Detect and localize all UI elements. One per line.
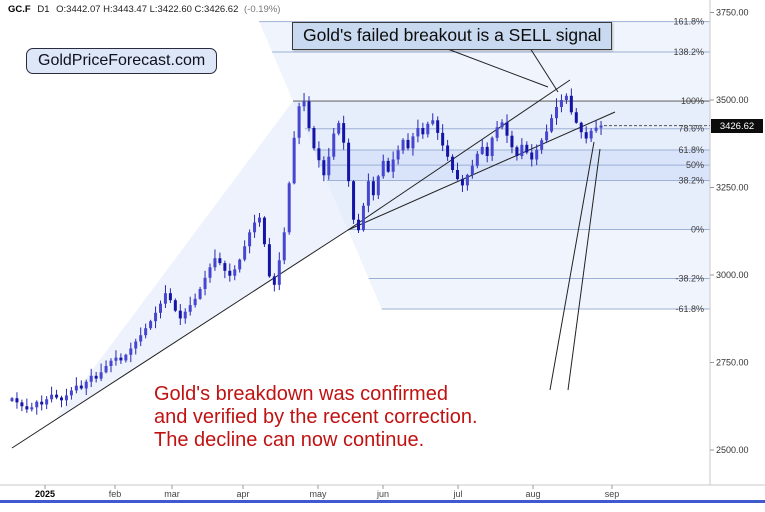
time-axis[interactable]: 2025 feb mar apr may jun jul aug sep — [35, 485, 619, 499]
svg-text:mar: mar — [164, 489, 180, 499]
site-watermark: GoldPriceForecast.com — [26, 48, 218, 74]
svg-text:2500.00: 2500.00 — [716, 445, 749, 455]
breakdown-note-line-1: Gold's breakdown was confirmed — [154, 383, 448, 405]
symbol-name: GC.F — [8, 4, 31, 15]
wedge-lower — [347, 111, 616, 231]
svg-text:may: may — [309, 489, 327, 499]
svg-text:2750.00: 2750.00 — [716, 358, 749, 368]
major-uptrend — [11, 229, 349, 449]
current-price-badge: 3426.62 — [711, 119, 763, 133]
candlestick-series — [10, 88, 603, 415]
change-percent: (-0.19%) — [244, 4, 281, 15]
svg-text:61.8%: 61.8% — [678, 145, 704, 155]
svg-text:50%: 50% — [686, 160, 704, 170]
svg-text:0%: 0% — [691, 225, 704, 235]
fib-anchor-triangle — [55, 101, 348, 420]
price-axis[interactable]: 3750.00 3500.00 3250.00 3000.00 2750.00 2500.… — [710, 8, 749, 456]
svg-text:3750.00: 3750.00 — [716, 8, 749, 18]
annotation-arrows — [444, 47, 601, 391]
svg-text:feb: feb — [109, 489, 122, 499]
breakdown-note-line-2: and verified by the recent correction. — [154, 406, 478, 428]
breakdown-note-line-3: The decline can now continue. — [154, 429, 425, 451]
svg-text:sep: sep — [605, 489, 620, 499]
svg-text:-38.2%: -38.2% — [675, 274, 704, 284]
svg-text:jun: jun — [376, 489, 389, 499]
svg-text:2025: 2025 — [35, 489, 55, 499]
fib-level-labels: 161.8% 138.2% 100% 78.6% 61.8% 50% 38.2% 0% -38.… — [673, 17, 704, 314]
svg-text:78.6%: 78.6% — [678, 124, 704, 134]
svg-text:100%: 100% — [681, 96, 704, 106]
wedge-upper — [347, 79, 571, 231]
symbol-ohlc-header: GC.F D1 O:3442.07 H:3443.47 L:3422.60 C:… — [8, 4, 280, 15]
breakdown-note: Gold's breakdown was confirmed and verif… — [154, 383, 478, 452]
svg-text:3250.00: 3250.00 — [716, 183, 749, 193]
trend-lines — [11, 79, 616, 449]
svg-text:apr: apr — [236, 489, 249, 499]
svg-text:aug: aug — [525, 489, 540, 499]
svg-text:161.8%: 161.8% — [673, 17, 704, 27]
svg-text:3000.00: 3000.00 — [716, 270, 749, 280]
timeframe-label: D1 — [37, 4, 50, 15]
svg-text:38.2%: 38.2% — [678, 176, 704, 186]
sell-signal-callout: Gold's failed breakout is a SELL signal — [292, 22, 613, 50]
svg-text:3500.00: 3500.00 — [716, 95, 749, 105]
svg-text:-61.8%: -61.8% — [675, 304, 704, 314]
svg-text:jul: jul — [452, 489, 462, 499]
fib-retracement-zones — [55, 21, 710, 420]
svg-text:138.2%: 138.2% — [673, 47, 704, 57]
bottom-divider — [0, 500, 765, 503]
ohlc-values: O:3442.07 H:3443.47 L:3422.60 C:3426.62 — [56, 4, 239, 15]
